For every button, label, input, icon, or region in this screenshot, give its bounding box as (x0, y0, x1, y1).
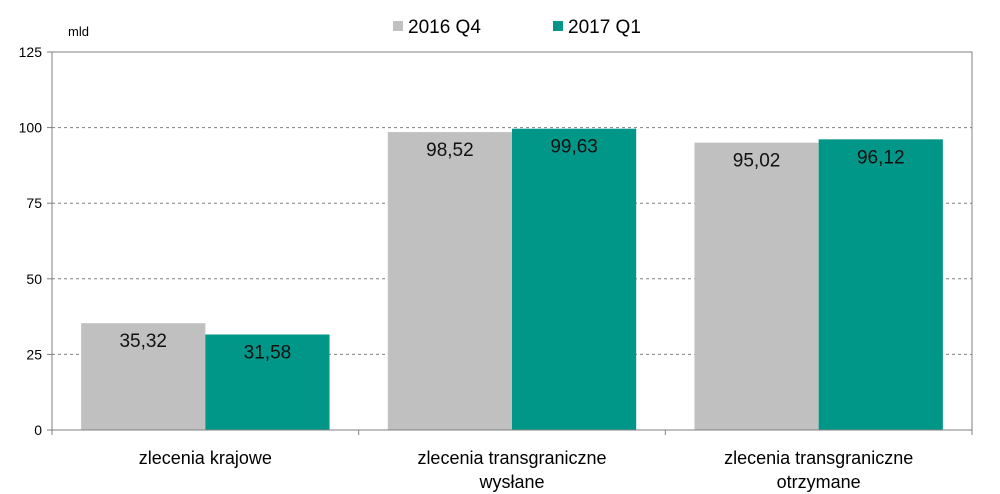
bar (387, 132, 512, 431)
y-tick-label: 25 (26, 346, 42, 362)
bar (81, 323, 206, 430)
data-label: 98,52 (426, 140, 474, 161)
data-label: 99,63 (550, 137, 598, 158)
legend-label: 2016 Q4 (408, 17, 481, 38)
legend-swatch (553, 21, 563, 31)
y-tick-label: 125 (19, 44, 43, 60)
data-labels: 35,32 31,58 98,52 99,63 95,02 96,12 (119, 137, 904, 364)
data-label: 31,58 (244, 343, 292, 364)
bar (512, 128, 637, 431)
x-category-label: zlecenia transgraniczne wysłane (417, 448, 606, 492)
y-tick-label: 0 (34, 422, 42, 438)
x-category-labels: zlecenia krajowe zlecenia transgraniczne w… (139, 448, 913, 492)
legend: 2016 Q4 2017 Q1 (393, 17, 641, 38)
x-category-label: zlecenia transgraniczne otrzymane (724, 448, 913, 492)
y-tick-label: 50 (26, 271, 42, 287)
bar (818, 139, 943, 430)
y-unit-label: mld (68, 24, 89, 39)
axes (47, 51, 973, 435)
plot-area-frame (51, 51, 973, 431)
data-label: 35,32 (119, 331, 167, 352)
data-label: 95,02 (733, 151, 781, 172)
bar (205, 334, 330, 430)
bar (694, 142, 819, 430)
bars (81, 128, 943, 431)
legend-swatch (393, 21, 403, 31)
data-label: 96,12 (857, 147, 905, 168)
y-tick-labels: 0 25 50 75 100 125 (19, 44, 43, 438)
legend-label: 2017 Q1 (568, 17, 641, 38)
y-tick-label: 75 (26, 195, 42, 211)
x-category-label: zlecenia krajowe (139, 448, 272, 468)
y-tick-label: 100 (19, 120, 43, 136)
